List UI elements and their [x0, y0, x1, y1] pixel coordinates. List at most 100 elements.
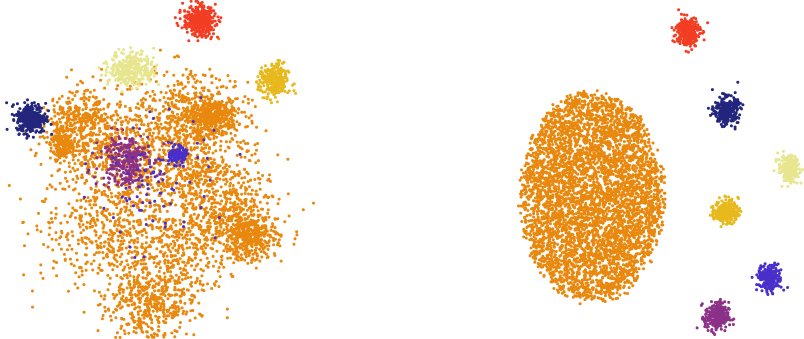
point [119, 208, 123, 212]
point [261, 207, 265, 211]
point [230, 219, 234, 223]
point [159, 292, 163, 296]
point [222, 265, 226, 269]
point [65, 123, 69, 127]
point [189, 135, 193, 139]
point [259, 250, 263, 254]
point [248, 159, 252, 163]
point [183, 301, 187, 305]
point [149, 326, 153, 330]
point [184, 125, 188, 128]
point [246, 172, 250, 176]
point [145, 296, 149, 300]
point [128, 245, 132, 249]
point [48, 156, 52, 160]
point [206, 225, 210, 229]
point [67, 109, 71, 113]
point [174, 203, 178, 207]
point [115, 87, 119, 91]
point [136, 185, 140, 189]
point [73, 94, 77, 98]
point [79, 266, 83, 270]
point [234, 247, 238, 251]
point [120, 195, 124, 199]
point [81, 141, 85, 145]
point [219, 261, 223, 265]
point [110, 236, 114, 240]
point [83, 207, 87, 211]
point [129, 212, 133, 216]
point [216, 92, 219, 96]
point [186, 162, 190, 166]
point [145, 335, 149, 338]
point [260, 238, 264, 242]
point [189, 69, 193, 73]
point [84, 212, 88, 216]
point [181, 312, 185, 315]
point [52, 104, 56, 108]
point [150, 225, 154, 229]
point [242, 207, 245, 211]
point [55, 120, 59, 124]
point [244, 142, 247, 145]
point [260, 255, 264, 259]
point [190, 158, 194, 162]
point [232, 237, 236, 241]
point [89, 187, 93, 191]
point [173, 244, 177, 247]
point [81, 223, 85, 227]
point [267, 244, 271, 248]
point [136, 102, 140, 106]
point [246, 97, 250, 101]
point [118, 105, 122, 109]
point [57, 242, 61, 246]
point [95, 115, 99, 119]
point [90, 120, 94, 124]
point [226, 219, 230, 223]
point [71, 153, 75, 157]
point [210, 205, 214, 209]
point [163, 278, 167, 282]
point [211, 94, 215, 98]
point [79, 198, 83, 202]
point [217, 129, 221, 133]
point [120, 277, 124, 281]
point [55, 261, 58, 264]
point [236, 144, 240, 148]
point [128, 84, 132, 88]
point [191, 170, 195, 174]
point [128, 165, 132, 169]
point [163, 261, 167, 265]
point [162, 335, 166, 339]
point [178, 117, 182, 121]
point [66, 248, 69, 252]
point [155, 309, 159, 313]
point [37, 211, 40, 215]
point [131, 190, 134, 194]
point [166, 101, 170, 105]
point [229, 247, 233, 251]
point [217, 171, 221, 175]
point [88, 114, 92, 117]
point [97, 148, 101, 152]
point [200, 288, 204, 292]
point [203, 174, 207, 178]
point [261, 216, 264, 220]
point [142, 316, 146, 320]
point [132, 264, 136, 268]
point [115, 143, 118, 147]
point [139, 327, 143, 331]
point [178, 131, 182, 135]
point [115, 168, 119, 171]
point [106, 237, 110, 241]
point [147, 280, 151, 284]
point [133, 118, 137, 121]
point [158, 48, 162, 52]
point [228, 165, 231, 168]
point [123, 332, 127, 336]
point [132, 129, 136, 133]
point [97, 236, 101, 240]
point [128, 138, 132, 141]
point [267, 239, 271, 243]
